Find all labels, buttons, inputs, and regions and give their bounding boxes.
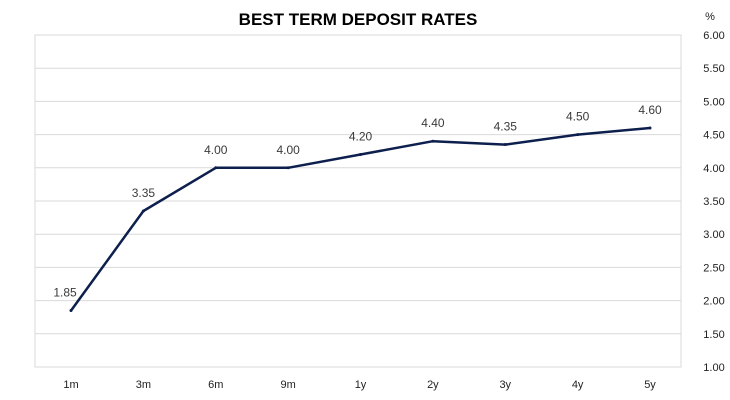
- y-tick-label: 6.00: [703, 30, 724, 42]
- chart-title: BEST TERM DEPOSIT RATES: [239, 10, 478, 29]
- data-label: 4.00: [204, 143, 228, 157]
- x-tick-label: 1y: [355, 379, 367, 391]
- data-label: 4.35: [494, 120, 518, 134]
- x-tick-label: 3m: [136, 379, 151, 391]
- y-tick-label: 2.00: [703, 296, 724, 308]
- data-label: 1.85: [53, 286, 77, 300]
- y-axis-ticks: 1.00 1.50 2.00 2.50 3.00 3.50 4.00 4.50 5.00 5.50…: [703, 30, 724, 374]
- y-tick-label: 5.00: [703, 96, 724, 108]
- data-point: [69, 309, 73, 313]
- x-tick-label: 3y: [499, 379, 511, 391]
- y-tick-label: 4.00: [703, 163, 724, 175]
- x-tick-label: 4y: [572, 379, 584, 391]
- x-tick-label: 9m: [280, 379, 295, 391]
- y-tick-label: 5.50: [703, 63, 724, 75]
- y-tick-label: 4.50: [703, 130, 724, 142]
- y-axis-unit-label: %: [705, 11, 715, 23]
- x-tick-label: 1m: [63, 379, 78, 391]
- x-tick-label: 5y: [644, 379, 656, 391]
- gridlines: [35, 34, 681, 368]
- series-line-group: [69, 126, 652, 313]
- data-point: [431, 139, 435, 143]
- data-point: [576, 133, 580, 137]
- data-point: [503, 143, 507, 147]
- data-label: 4.50: [566, 110, 590, 124]
- y-tick-label: 2.50: [703, 262, 724, 274]
- data-label: 4.60: [638, 103, 662, 117]
- y-tick-label: 1.00: [703, 362, 724, 374]
- data-label: 4.40: [421, 116, 445, 130]
- data-label: 3.35: [132, 186, 156, 200]
- y-tick-label: 3.00: [703, 229, 724, 241]
- data-labels: 1.85 3.35 4.00 4.00 4.20 4.40 4.35 4.50 4.60: [53, 103, 662, 300]
- data-point: [648, 126, 652, 130]
- data-point: [359, 153, 362, 157]
- x-tick-label: 2y: [427, 379, 439, 391]
- data-point: [141, 209, 145, 213]
- data-label: 4.00: [276, 143, 300, 157]
- data-point: [286, 166, 290, 170]
- x-axis-ticks: 1m 3m 6m 9m 1y 2y 3y 4y 5y: [63, 379, 656, 391]
- x-tick-label: 6m: [208, 379, 223, 391]
- y-tick-label: 1.50: [703, 329, 724, 341]
- data-label: 4.20: [349, 130, 373, 144]
- data-point: [214, 166, 218, 170]
- y-tick-label: 3.50: [703, 196, 724, 208]
